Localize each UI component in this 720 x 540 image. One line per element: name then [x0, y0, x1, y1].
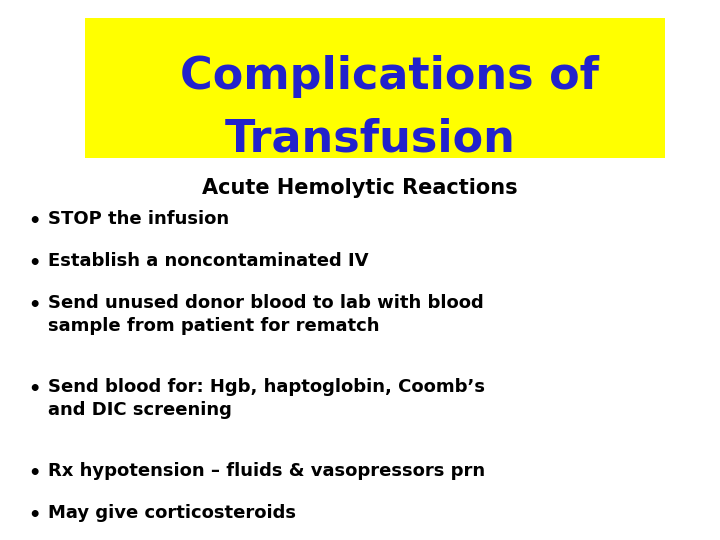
Text: Establish a noncontaminated IV: Establish a noncontaminated IV	[48, 252, 369, 270]
Text: Acute Hemolytic Reactions: Acute Hemolytic Reactions	[202, 178, 518, 198]
Text: Send unused donor blood to lab with blood: Send unused donor blood to lab with bloo…	[48, 294, 484, 312]
Text: Send blood for: Hgb, haptoglobin, Coomb’s: Send blood for: Hgb, haptoglobin, Coomb’…	[48, 378, 485, 396]
Text: Transfusion: Transfusion	[225, 118, 516, 161]
Text: •: •	[28, 212, 40, 231]
Text: Rx hypotension – fluids & vasopressors prn: Rx hypotension – fluids & vasopressors p…	[48, 462, 485, 480]
Text: sample from patient for rematch: sample from patient for rematch	[48, 317, 379, 335]
FancyBboxPatch shape	[85, 18, 665, 158]
Text: May give corticosteroids: May give corticosteroids	[48, 504, 296, 522]
Text: •: •	[28, 296, 40, 315]
Text: and DIC screening: and DIC screening	[48, 401, 232, 419]
Text: Complications of: Complications of	[181, 55, 600, 98]
Text: •: •	[28, 254, 40, 273]
Text: STOP the infusion: STOP the infusion	[48, 210, 229, 228]
Text: •: •	[28, 464, 40, 483]
Text: •: •	[28, 380, 40, 399]
Text: •: •	[28, 506, 40, 525]
